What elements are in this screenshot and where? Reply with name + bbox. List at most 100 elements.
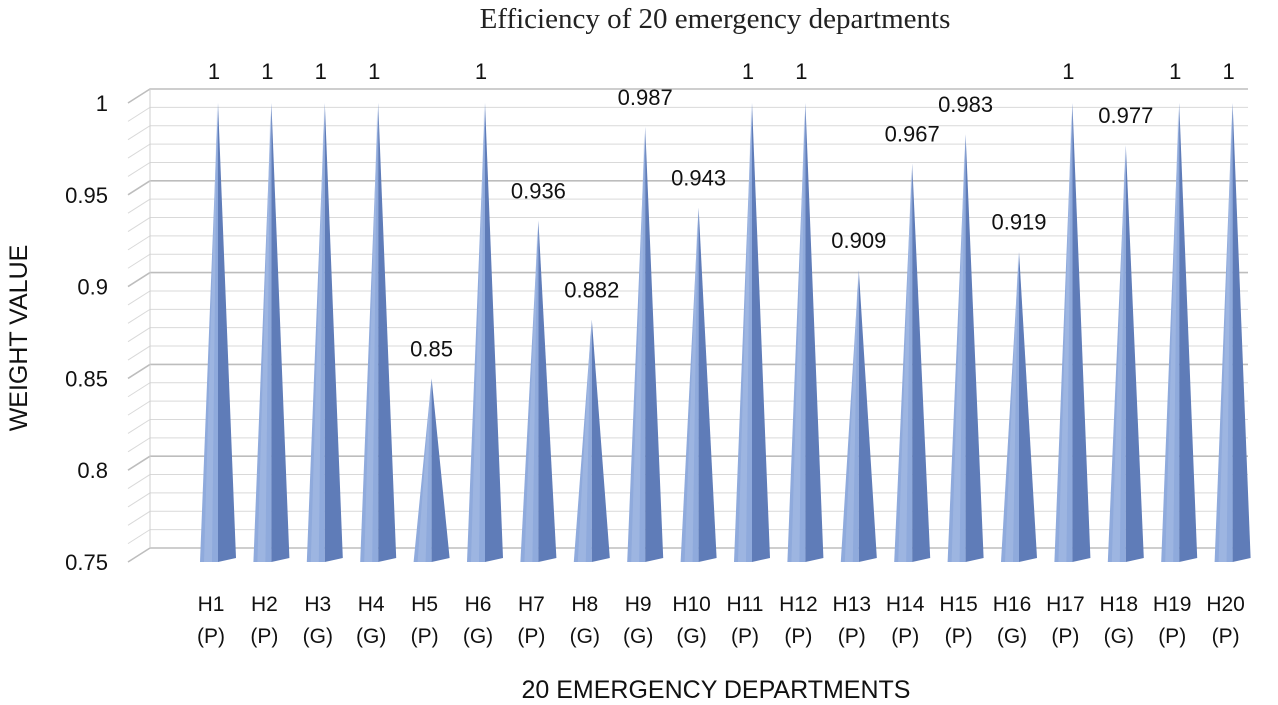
cone-face-left bbox=[1161, 103, 1180, 562]
y-tick-label: 0.85 bbox=[65, 366, 108, 391]
cone-face-right bbox=[645, 126, 664, 563]
data-label: 1 bbox=[315, 59, 327, 84]
gridline bbox=[127, 253, 1248, 269]
x-tick-sublabel: (P) bbox=[411, 625, 439, 648]
cone-face-right bbox=[698, 207, 717, 563]
x-tick-label: H17 bbox=[1046, 593, 1085, 616]
data-label: 0.85 bbox=[410, 336, 453, 361]
x-tick-sublabel: (G) bbox=[303, 625, 333, 648]
cone-highlight bbox=[738, 109, 751, 562]
cone-face-left bbox=[573, 319, 592, 562]
x-tick-sublabel: (P) bbox=[1051, 625, 1079, 648]
x-tick-label: H16 bbox=[993, 593, 1032, 616]
cone-face-right bbox=[912, 163, 931, 562]
data-label: 1 bbox=[1169, 59, 1181, 84]
cone-highlight bbox=[257, 109, 271, 562]
x-tick-label: H14 bbox=[886, 593, 925, 616]
bar-cone bbox=[467, 103, 503, 562]
cone-face-right bbox=[431, 378, 450, 562]
x-tick-label: H7 bbox=[518, 593, 545, 616]
x-tick-label: H13 bbox=[833, 593, 872, 616]
cone-highlight bbox=[684, 213, 698, 563]
x-tick-sublabel: (P) bbox=[197, 625, 225, 648]
cone-highlight bbox=[1165, 109, 1179, 562]
cone-face-right bbox=[805, 103, 824, 562]
x-tick-sublabel: (P) bbox=[891, 625, 919, 648]
x-tick-label: H1 bbox=[198, 593, 225, 616]
data-label: 1 bbox=[475, 59, 487, 84]
x-tick-sublabel: (G) bbox=[1104, 625, 1134, 648]
data-label: 1 bbox=[368, 59, 380, 84]
bar-cone bbox=[840, 270, 877, 562]
bar-cone bbox=[680, 207, 717, 563]
x-tick-label: H18 bbox=[1100, 593, 1139, 616]
data-label: 0.943 bbox=[671, 166, 726, 191]
cone-face-left bbox=[1001, 251, 1019, 562]
y-tick-label: 0.9 bbox=[77, 275, 108, 300]
cone-face-left bbox=[1214, 103, 1233, 562]
gridline bbox=[127, 217, 1248, 232]
cone-face-left bbox=[1107, 145, 1126, 562]
x-tick-label: H5 bbox=[411, 593, 438, 616]
cone-highlight bbox=[898, 169, 912, 562]
x-tick-label: H4 bbox=[358, 593, 385, 616]
cone-face-right bbox=[218, 103, 236, 562]
cone-face-left bbox=[734, 103, 752, 562]
bar-cone bbox=[360, 103, 397, 562]
x-tick-sublabel: (G) bbox=[463, 625, 493, 648]
x-axis-title: 20 EMERGENCY DEPARTMENTS bbox=[522, 676, 911, 704]
cone-face-right bbox=[271, 103, 290, 562]
x-tick-label: H15 bbox=[939, 593, 978, 616]
cone-highlight bbox=[1058, 109, 1072, 562]
cone-highlight bbox=[1111, 151, 1125, 562]
cone-highlight bbox=[310, 109, 324, 562]
grid-layer bbox=[127, 88, 1248, 563]
cone-face-left bbox=[520, 220, 539, 562]
x-tick-sublabel: (P) bbox=[945, 625, 973, 648]
cone-face-left bbox=[787, 103, 806, 562]
cone-face-right bbox=[378, 103, 397, 562]
cone-face-left bbox=[413, 378, 432, 562]
cone-face-right bbox=[965, 134, 984, 562]
data-label: 0.967 bbox=[885, 122, 940, 147]
x-axis-categories: H1 (P) H2 (P) H3 (G) H4 (G) H5 (P) H6 (G) H7 (P) H8 (G)… bbox=[197, 593, 1245, 648]
x-tick-label: H11 bbox=[727, 593, 764, 616]
gridline bbox=[127, 235, 1248, 251]
cone-face-left bbox=[894, 163, 913, 562]
cone-face-right bbox=[1072, 103, 1091, 562]
data-label: 0.987 bbox=[618, 85, 673, 110]
bar-cone bbox=[573, 319, 610, 562]
cone-face-left bbox=[360, 103, 379, 562]
gridline bbox=[127, 198, 1248, 214]
bar-cone bbox=[200, 103, 236, 562]
y-tick-label: 0.75 bbox=[65, 550, 108, 575]
gridline bbox=[127, 125, 1248, 141]
x-tick-label: H8 bbox=[571, 593, 598, 616]
x-tick-sublabel: (P) bbox=[1158, 625, 1186, 648]
bar-layer bbox=[200, 103, 1251, 563]
cone-highlight bbox=[631, 132, 645, 563]
cone-highlight bbox=[577, 325, 591, 562]
x-tick-sublabel: (P) bbox=[838, 625, 866, 648]
bar-cone bbox=[306, 103, 343, 562]
x-tick-label: H10 bbox=[672, 593, 711, 616]
cone-face-left bbox=[253, 103, 272, 562]
bar-cone bbox=[1001, 251, 1037, 562]
cone-highlight bbox=[364, 109, 378, 562]
data-label: 1 bbox=[261, 59, 273, 84]
x-tick-sublabel: (P) bbox=[731, 625, 759, 648]
gridline bbox=[127, 88, 1248, 104]
y-tick-label: 0.95 bbox=[65, 183, 108, 208]
cone-face-right bbox=[858, 270, 877, 562]
cone-highlight bbox=[844, 276, 858, 562]
x-tick-sublabel: (P) bbox=[784, 625, 812, 648]
x-tick-label: H6 bbox=[465, 593, 492, 616]
y-axis-ticks: 0.75 0.8 0.85 0.9 0.95 1 bbox=[65, 91, 108, 575]
cone-face-left bbox=[306, 103, 325, 562]
cone-highlight bbox=[204, 109, 217, 562]
y-axis-title: WEIGHT VALUE bbox=[5, 245, 33, 432]
data-label: 1 bbox=[742, 59, 754, 84]
y-tick-label: 1 bbox=[96, 91, 108, 116]
